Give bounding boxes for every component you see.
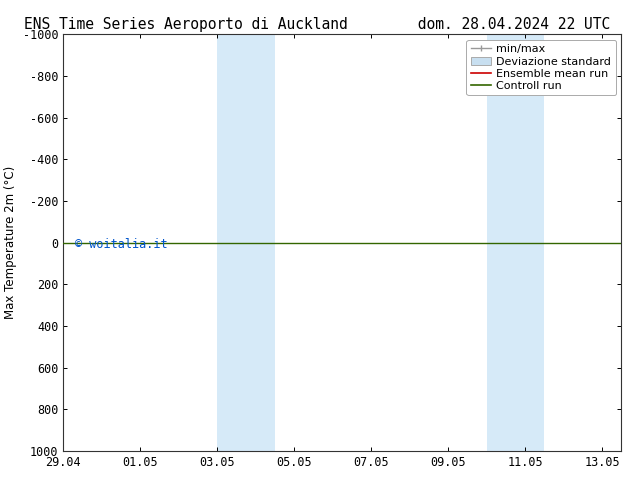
Bar xyxy=(487,34,545,451)
Text: © woitalia.it: © woitalia.it xyxy=(75,238,167,251)
Y-axis label: Max Temperature 2m (°C): Max Temperature 2m (°C) xyxy=(4,166,17,319)
Text: ENS Time Series Aeroporto di Auckland        dom. 28.04.2024 22 UTC: ENS Time Series Aeroporto di Auckland do… xyxy=(24,17,610,32)
Bar xyxy=(217,34,275,451)
Legend: min/max, Deviazione standard, Ensemble mean run, Controll run: min/max, Deviazione standard, Ensemble m… xyxy=(467,40,616,96)
